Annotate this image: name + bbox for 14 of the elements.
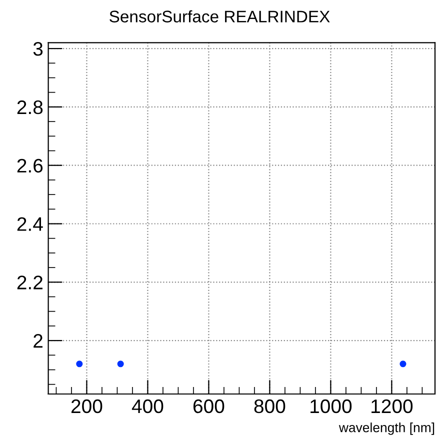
y-tick-label: 2.2 [17, 276, 42, 290]
y-tick-label: 3 [33, 42, 43, 56]
y-tick-label: 2 [34, 334, 42, 348]
y-tick-label: 2.4 [17, 217, 43, 231]
y-tick-label: 2.8 [17, 100, 43, 114]
y-tick-label: 2.6 [17, 158, 43, 173]
x-tick-label: 200 [71, 399, 102, 414]
x-tick-label: 600 [193, 399, 224, 414]
x-axis-title: wavelength [nm] [338, 422, 434, 435]
x-tick-label: 400 [132, 399, 164, 414]
x-tick-label: 800 [254, 399, 286, 414]
x-tick-label: 1200 [372, 399, 413, 414]
chart-title: SensorSurface REALRINDEX [110, 10, 330, 22]
x-tick-label: 1000 [310, 399, 352, 414]
